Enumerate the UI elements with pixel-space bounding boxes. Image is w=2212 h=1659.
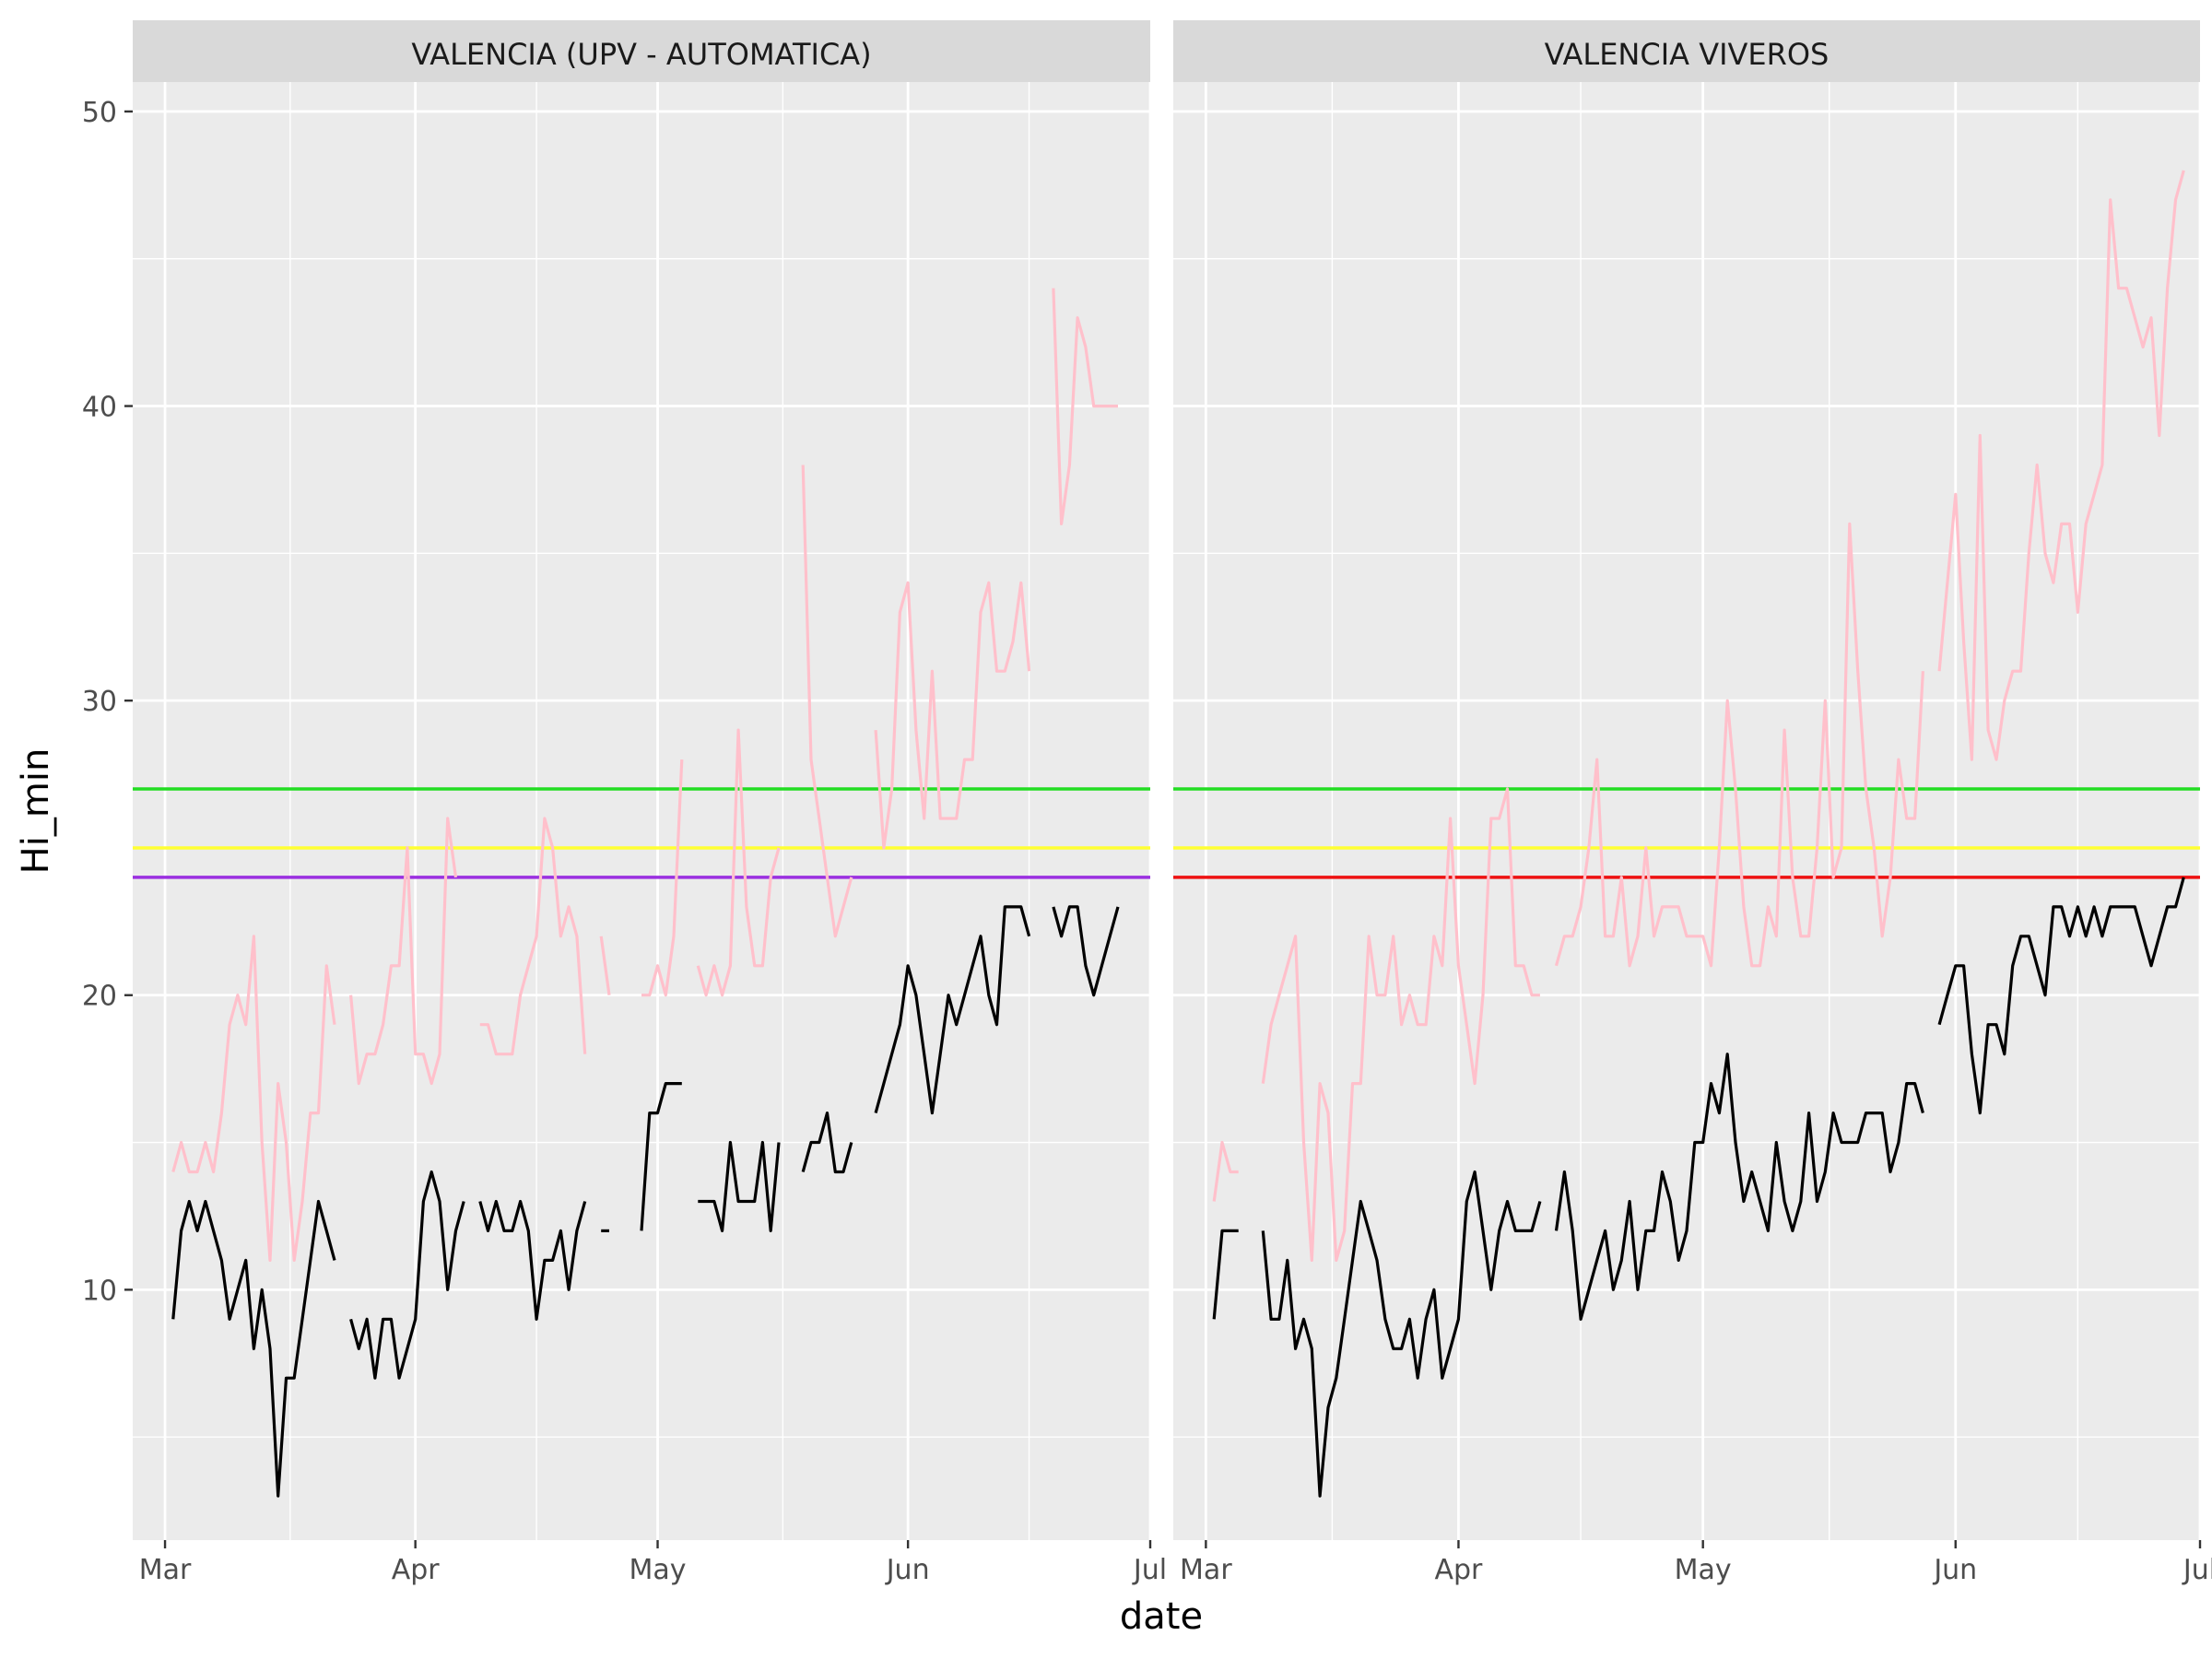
pink-line-segment bbox=[874, 581, 1031, 850]
facet-panel-1: VALENCIA VIVEROS Mar Apr May Jun Jul bbox=[1173, 20, 2212, 1586]
facet-strip-1 bbox=[1173, 20, 2200, 82]
pink-line-segment bbox=[479, 817, 587, 1056]
x-tick-label: Apr bbox=[1434, 1554, 1483, 1586]
plot-panel-0 bbox=[133, 82, 1150, 1540]
black-line-segment bbox=[874, 905, 1031, 1115]
y-axis: 10 20 30 40 50 bbox=[82, 97, 133, 1307]
y-axis-title: Hi_min bbox=[15, 748, 57, 875]
black-series-0 bbox=[171, 905, 1120, 1498]
y-tick-label: 50 bbox=[82, 97, 117, 129]
facet-title-0: VALENCIA (UPV - AUTOMATICA) bbox=[411, 37, 871, 72]
x-tick-label: Jun bbox=[1932, 1554, 1977, 1586]
black-line-segment bbox=[478, 1199, 587, 1321]
pink-line-segment bbox=[1212, 1140, 1239, 1202]
black-line-segment bbox=[801, 1111, 853, 1174]
black-line-segment bbox=[640, 1081, 682, 1231]
pink-line-segment bbox=[1052, 288, 1118, 526]
black-line-segment bbox=[1261, 1170, 1542, 1498]
black-series-1 bbox=[1212, 877, 2185, 1498]
pink-line-segment bbox=[641, 759, 684, 997]
y-tick-label: 20 bbox=[82, 981, 117, 1013]
gridlines-1 bbox=[1173, 82, 2202, 1540]
x-tick-label: Jul bbox=[2182, 1554, 2212, 1586]
pink-line-segment bbox=[1937, 170, 2185, 761]
black-line-segment bbox=[349, 1170, 465, 1380]
black-line-segment bbox=[1937, 877, 2185, 1115]
black-line-segment bbox=[171, 1199, 336, 1498]
x-axis-0: Mar Apr May Jun Jul bbox=[139, 1540, 1167, 1586]
pink-line-segment bbox=[696, 728, 781, 997]
black-line-segment bbox=[1052, 905, 1120, 997]
y-tick-label: 40 bbox=[82, 392, 117, 424]
x-tick-label: Apr bbox=[392, 1554, 441, 1586]
pink-line-segment bbox=[599, 935, 611, 995]
pink-line-segment bbox=[349, 817, 458, 1086]
x-tick-label: Jun bbox=[885, 1554, 930, 1586]
pink-line-segment bbox=[801, 465, 853, 938]
x-tick-label: May bbox=[629, 1554, 687, 1586]
facet-strip-0 bbox=[133, 20, 1150, 82]
facet-title-1: VALENCIA VIVEROS bbox=[1545, 37, 1830, 72]
plot-panel-1 bbox=[1173, 82, 2200, 1540]
x-tick-label: May bbox=[1675, 1554, 1732, 1586]
x-axis-1: Mar Apr May Jun Jul bbox=[1180, 1540, 2212, 1586]
threshold-lines-1 bbox=[1173, 787, 2200, 879]
threshold-lines-0 bbox=[133, 787, 1150, 879]
black-line-segment bbox=[1212, 1229, 1239, 1320]
x-tick-label: Mar bbox=[1180, 1554, 1232, 1586]
pink-line-segment bbox=[171, 935, 336, 1263]
x-tick-label: Mar bbox=[139, 1554, 192, 1586]
pink-series-1 bbox=[1212, 170, 2185, 1263]
pink-line-segment bbox=[1261, 787, 1540, 1263]
pink-line-segment bbox=[1554, 522, 1924, 968]
pink-series-0 bbox=[171, 288, 1118, 1263]
black-line-segment bbox=[698, 1140, 781, 1233]
black-line-segment bbox=[1554, 1053, 1924, 1321]
x-tick-label: Jul bbox=[1132, 1554, 1167, 1586]
y-tick-label: 30 bbox=[82, 686, 117, 718]
facet-panel-0: VALENCIA (UPV - AUTOMATICA) Mar Apr May Jun… bbox=[133, 20, 1167, 1586]
x-axis-title: date bbox=[1120, 1595, 1203, 1638]
y-tick-label: 10 bbox=[82, 1275, 117, 1307]
